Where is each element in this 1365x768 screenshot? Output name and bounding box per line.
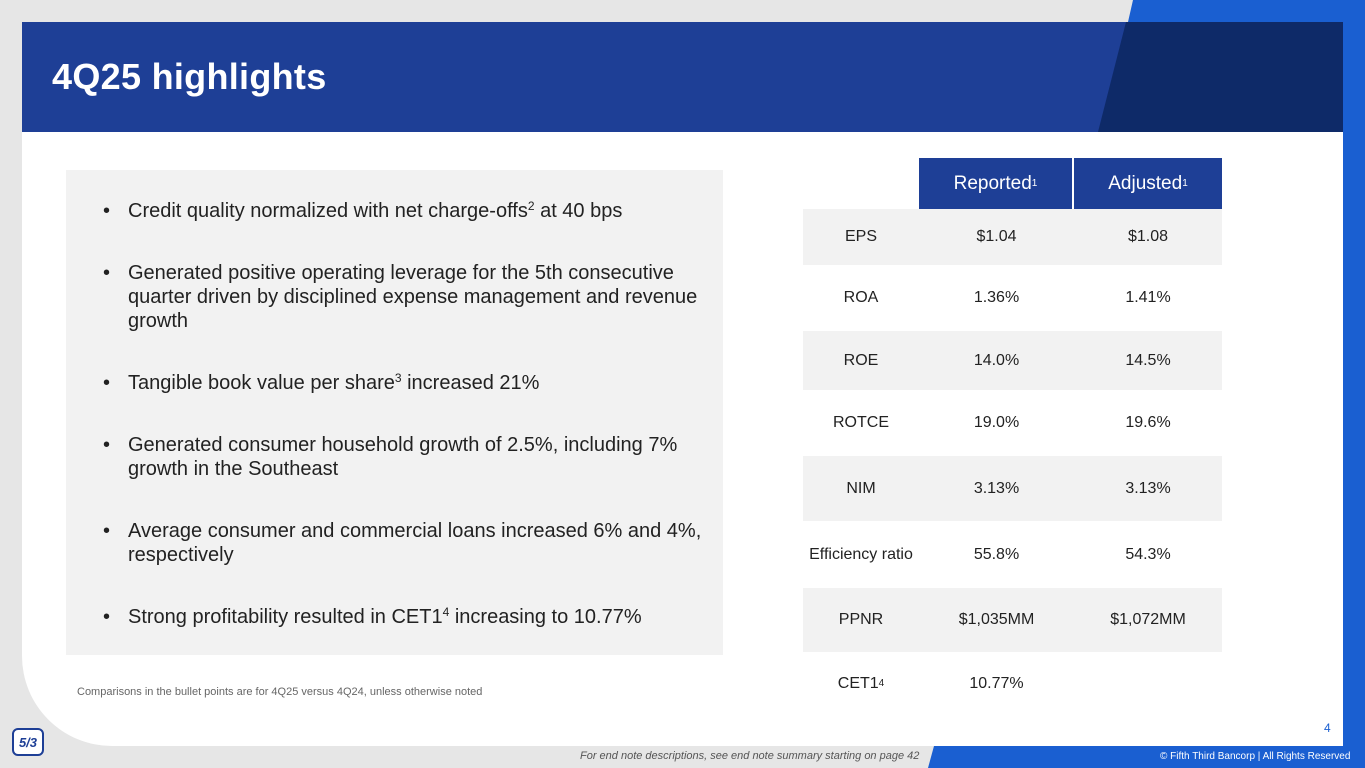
metric-label: ROE (843, 351, 879, 369)
header-dark-corner (1098, 22, 1343, 132)
bullet-item: • Generated positive operating leverage f… (103, 262, 698, 332)
metric-label: CET1 4 (837, 675, 885, 692)
table-row: PPNR $1,035MM $1,072MM (803, 588, 1222, 652)
table-row: ROTCE 19.0% 19.6% (803, 390, 1222, 456)
table-row: NIM 3.13% 3.13% (803, 456, 1222, 521)
reported-value: 14.0% (973, 351, 1020, 369)
bullet-item: • Credit quality normalized with net char… (103, 199, 623, 222)
table-row: CET1 4 10.77% (803, 652, 1222, 716)
metric-label: NIM (846, 479, 876, 497)
reported-value: $1,035MM (958, 611, 1035, 628)
adjusted-value: 19.6% (1125, 414, 1171, 431)
table-header-row: Reported 1 Adjusted 1 (803, 158, 1222, 209)
adjusted-value: 1.41% (1125, 289, 1171, 306)
bullet-item: • Generated consumer household growth of … (103, 434, 678, 480)
bullet-dot: • (103, 372, 111, 394)
right-accent-bar (1343, 0, 1365, 768)
table-row: Efficiency ratio 55.8% 54.3% (803, 521, 1222, 588)
adjusted-value: $1,072MM (1110, 611, 1186, 628)
top-accent-stripe (1128, 0, 1365, 22)
bullet-dot: • (103, 606, 111, 628)
bullet-item: • Average consumer and commercial loans i… (103, 520, 702, 566)
reported-value: 55.8% (973, 545, 1020, 563)
footer-band (928, 746, 1365, 768)
adjusted-value (1074, 652, 1222, 716)
bullet-item: • Tangible book value per share3 increase… (103, 371, 540, 394)
reported-value: 19.0% (973, 414, 1020, 431)
reported-value: 10.77% (969, 675, 1024, 692)
bullet-dot: • (103, 434, 111, 456)
bullet-dot: • (103, 520, 111, 542)
table-row: EPS $1.04 $1.08 (803, 209, 1222, 265)
reported-value: $1.04 (976, 228, 1017, 245)
adjusted-value: 54.3% (1125, 545, 1171, 563)
adjusted-value: 3.13% (1125, 479, 1171, 497)
bullet-dot: • (103, 262, 111, 284)
bullet-dot: • (103, 200, 111, 222)
end-note-reference: For end note descriptions, see end note … (580, 750, 920, 762)
highlights-panel: • Credit quality normalized with net char… (66, 170, 723, 655)
adjusted-value: 14.5% (1125, 351, 1171, 369)
comparison-footnote: Comparisons in the bullet points are for… (77, 686, 483, 698)
metric-label: ROTCE (833, 414, 889, 431)
metric-label: ROA (843, 289, 879, 306)
page-title: 4Q25 highlights (52, 56, 327, 97)
table-row: ROA 1.36% 1.41% (803, 265, 1222, 331)
metric-label: Efficiency ratio (809, 545, 913, 563)
metric-label: PPNR (838, 611, 884, 628)
adjusted-value: $1.08 (1127, 228, 1169, 245)
table-row: ROE 14.0% 14.5% (803, 331, 1222, 390)
reported-column-header: Reported 1 (919, 158, 1072, 209)
fifth-third-logo-icon: 5/3 (12, 728, 44, 756)
metric-label: EPS (844, 228, 877, 245)
reported-value: 1.36% (973, 289, 1020, 306)
adjusted-column-header: Adjusted 1 (1074, 158, 1222, 209)
bullet-item: • Strong profitability resulted in CET14 … (103, 605, 642, 628)
reported-value: 3.13% (973, 479, 1020, 497)
copyright-text: © Fifth Third Bancorp | All Rights Reser… (1160, 751, 1351, 762)
page-number: 4 (1324, 721, 1331, 735)
